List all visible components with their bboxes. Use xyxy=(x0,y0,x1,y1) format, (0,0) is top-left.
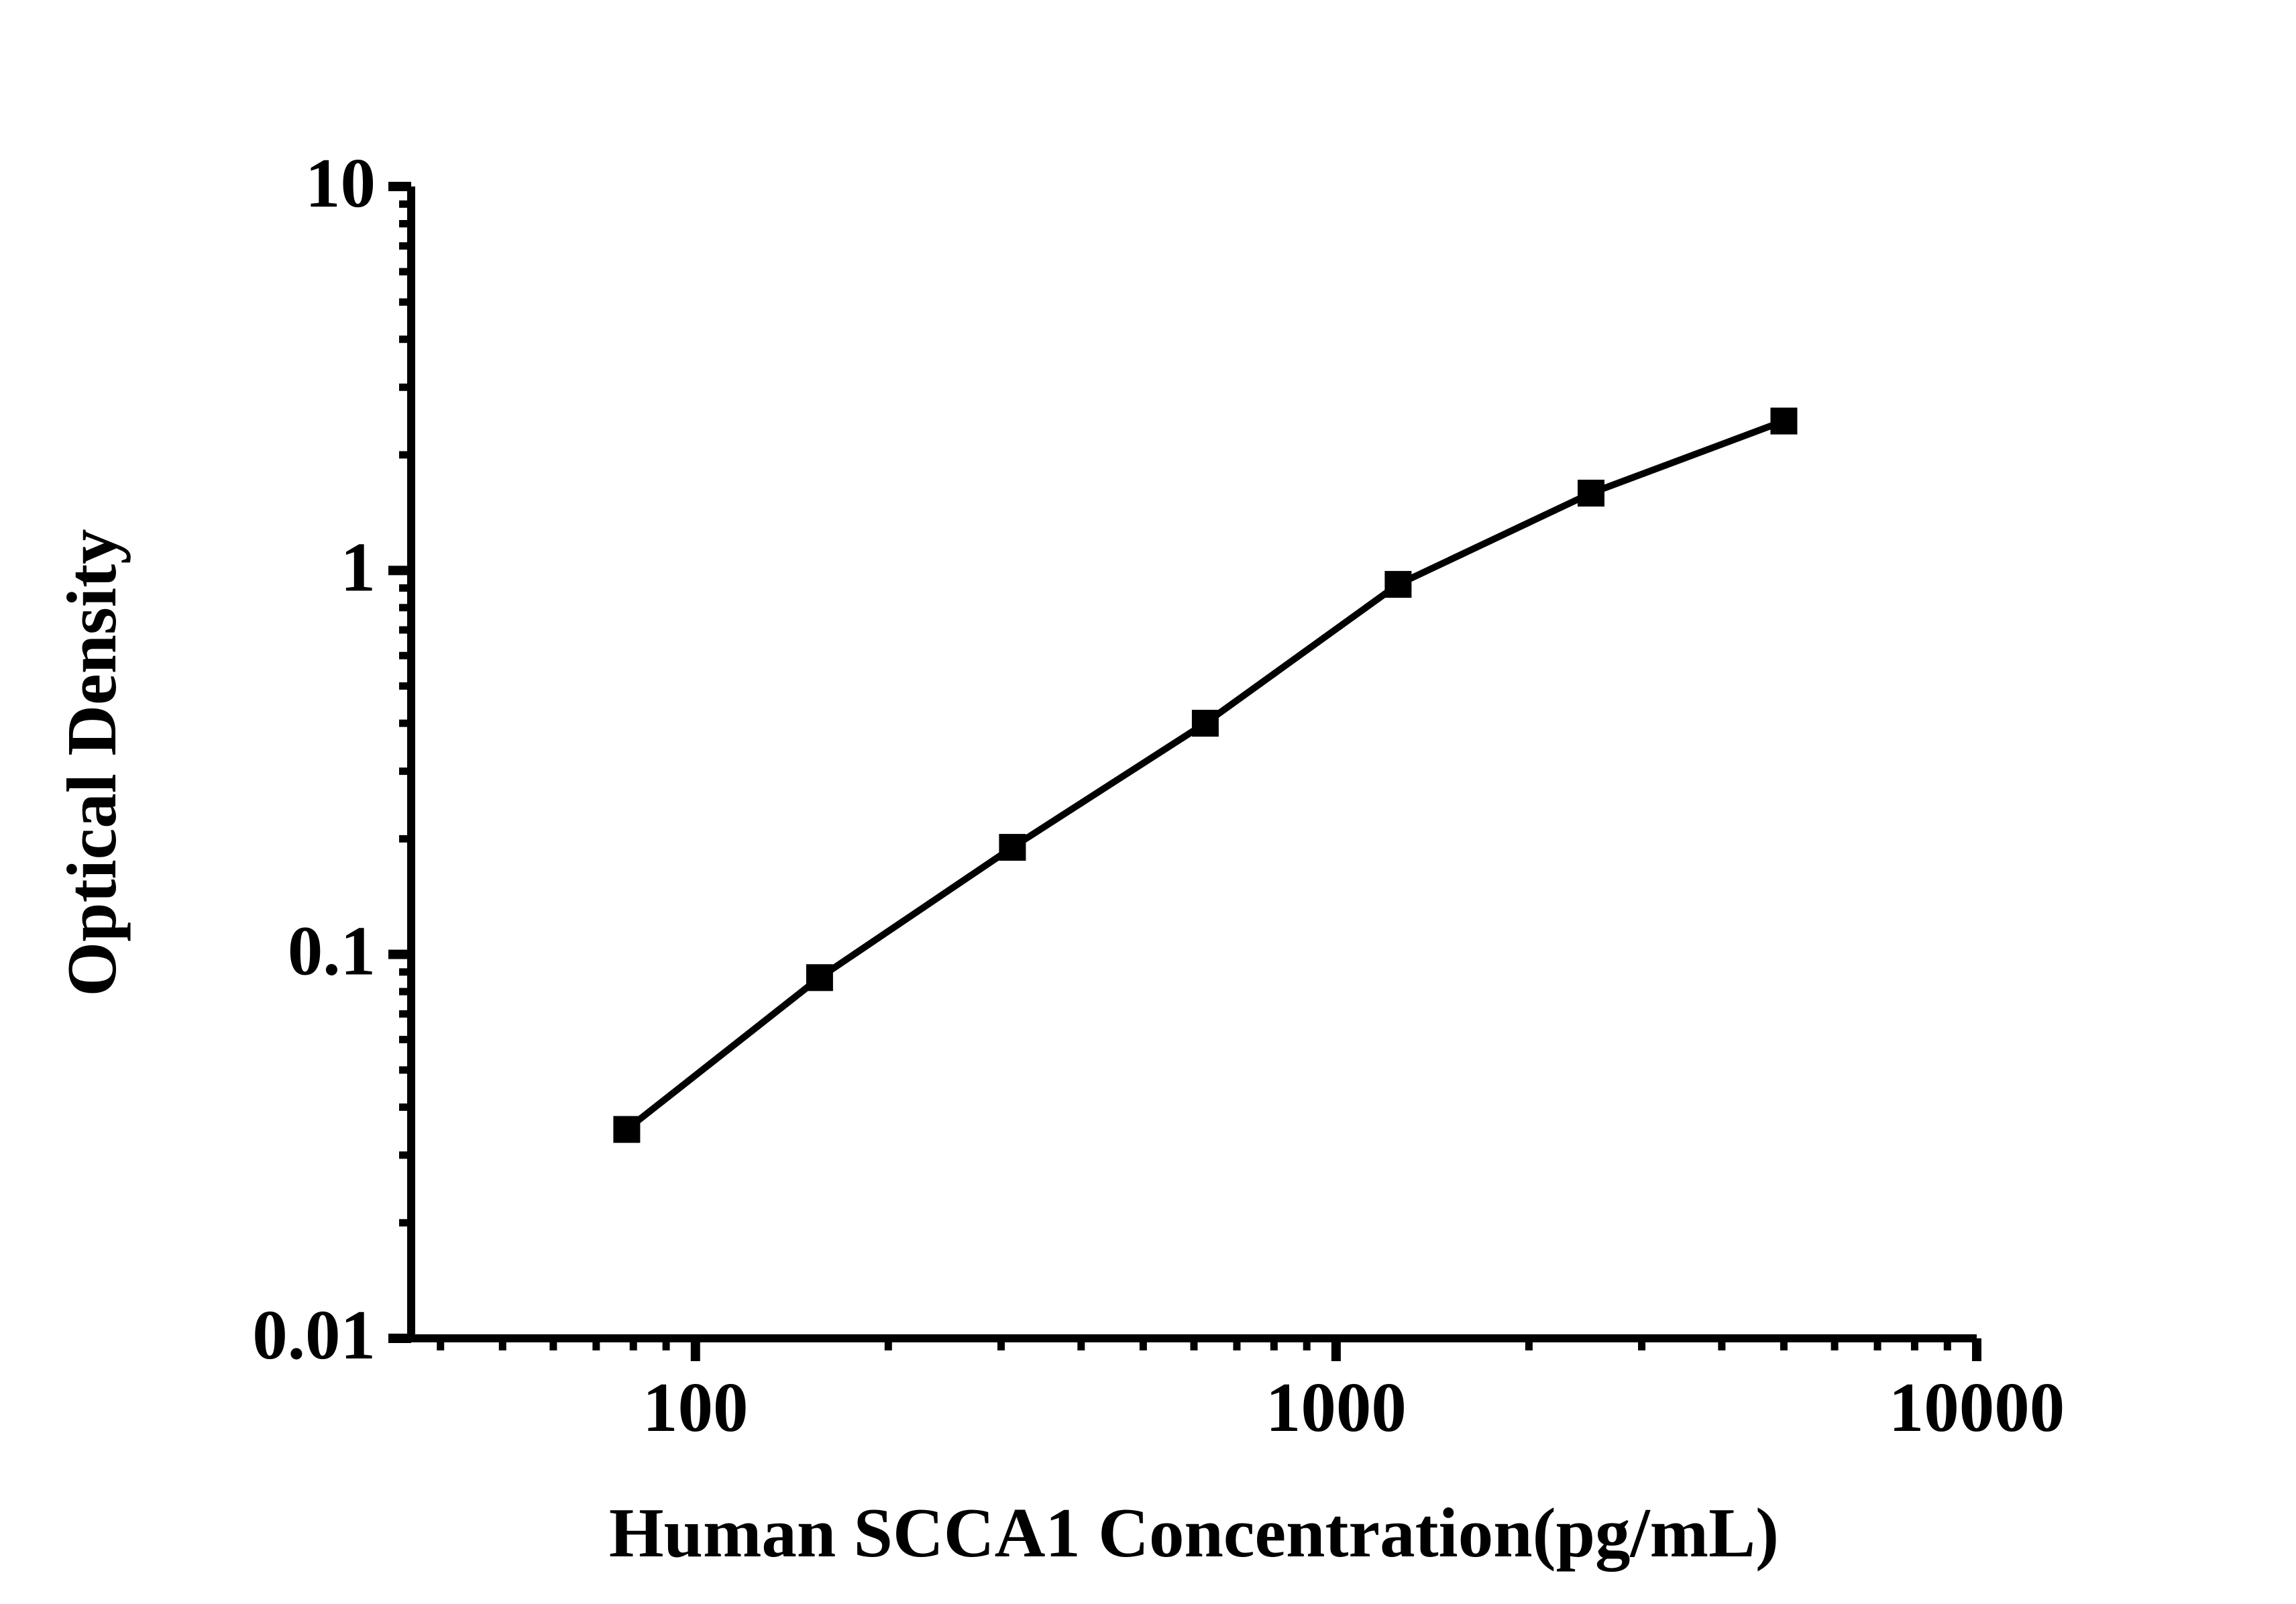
y-tick-label: 0.01 xyxy=(252,1295,376,1374)
data-point-marker xyxy=(806,964,833,992)
data-point-marker xyxy=(1384,571,1412,598)
y-tick-label: 10 xyxy=(305,144,376,222)
y-tick-label: 1 xyxy=(341,527,376,606)
data-point-marker xyxy=(999,834,1026,861)
series-line xyxy=(624,417,1786,1132)
data-point-marker xyxy=(613,1116,641,1143)
data-point-marker xyxy=(1578,480,1604,507)
data-point-marker xyxy=(1191,710,1219,737)
x-tick-label: 1000 xyxy=(1266,1368,1407,1446)
x-tick-label: 10000 xyxy=(1889,1368,2065,1446)
x-tick-label: 100 xyxy=(643,1368,749,1446)
data-point-marker xyxy=(1770,407,1798,435)
axes-spines xyxy=(407,186,1977,1342)
y-tick-label: 0.1 xyxy=(288,912,376,990)
x-axis-title: Human SCCA1 Concentration(pg/mL) xyxy=(609,1493,1779,1572)
y-axis-title: Optical Density xyxy=(52,529,131,996)
